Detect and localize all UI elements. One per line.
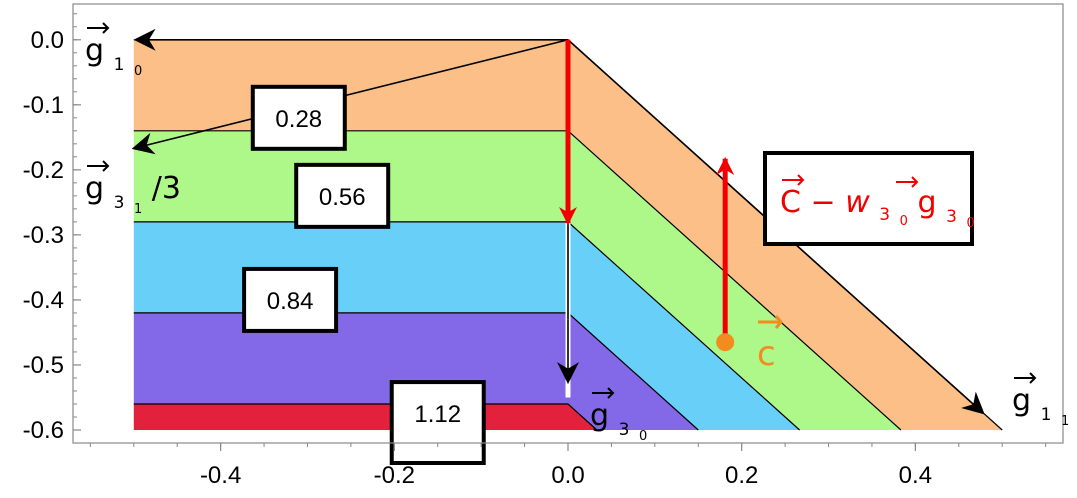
contour-label-text: 0.84	[267, 288, 314, 315]
svg-text:g 3 1 /3: g 3 1 /3	[85, 171, 181, 221]
contour-label-box	[242, 266, 339, 333]
band-3	[133, 312, 699, 430]
vector-overarrow	[592, 387, 615, 399]
vector-overarrow	[87, 160, 110, 172]
x-tick-label: 0.0	[551, 462, 584, 489]
annotation-box: C − w 3 0 g 3 0	[763, 151, 975, 246]
region-bottom	[134, 430, 1002, 443]
svg-text:g 3 0: g 3 0	[590, 398, 647, 444]
vector-overarrow	[758, 315, 783, 329]
x-axis: -0.4 -0.2 0.0 0.2 0.4	[89, 443, 1047, 489]
y-tick-label: -0.6	[23, 417, 64, 444]
y-tick-label: -0.1	[23, 92, 64, 119]
x-tick-label: -0.2	[374, 462, 415, 489]
vector-overarrow	[896, 176, 919, 188]
point-c-group: c	[716, 315, 783, 374]
label-g1-0: g 1 0	[85, 22, 142, 79]
contour-line-4	[133, 403, 598, 431]
y-tick-label: -0.5	[23, 352, 64, 379]
label-g1-1: g 1 1	[1012, 372, 1069, 429]
label-g3-0: g 3 0	[590, 387, 647, 444]
vector-overarrow	[1014, 372, 1037, 384]
x-tick-label: 0.4	[899, 462, 932, 489]
label-g3-1: g 3 1 /3	[85, 160, 181, 221]
vector-overarrow	[87, 22, 110, 34]
x-tick-label: -0.4	[200, 462, 241, 489]
y-tick-label: 0.0	[31, 27, 64, 54]
contour-label-text: 0.56	[319, 184, 366, 211]
contour-label-box	[250, 84, 347, 151]
svg-text:g 1 0: g 1 0	[85, 33, 142, 79]
point-c-label: c	[757, 334, 776, 374]
contour-labels: 0.28 0.56 0.84 1.12	[242, 84, 486, 466]
contour-label-2: 0.84	[242, 266, 339, 333]
y-tick-label: -0.4	[23, 287, 64, 314]
vector-overarrow	[782, 174, 805, 186]
annotation-box-frame	[763, 151, 974, 246]
vectors	[131, 28, 985, 415]
contour-label-box	[294, 162, 391, 229]
contour-label-3: 1.12	[389, 380, 486, 466]
contour-label-0: 0.28	[250, 84, 347, 151]
band-4	[133, 404, 597, 430]
contour-label-1: 0.56	[294, 162, 391, 229]
svg-text:g 1 1: g 1 1	[1012, 383, 1069, 429]
x-tick-label: 0.2	[725, 462, 758, 489]
contour-label-text: 1.12	[414, 401, 461, 428]
y-axis: 0.0 -0.1 -0.2 -0.3 -0.4 -0.5 -0.6	[23, 13, 81, 444]
contour-label-box	[389, 380, 486, 466]
g3-1-arrow	[131, 38, 569, 155]
y-tick-label: -0.3	[23, 222, 64, 249]
point-c	[716, 333, 735, 352]
contour-label-text: 0.28	[275, 106, 322, 133]
annotation-text: C − w 3 0 g 3 0	[780, 185, 975, 233]
y-tick-label: -0.2	[23, 157, 64, 184]
